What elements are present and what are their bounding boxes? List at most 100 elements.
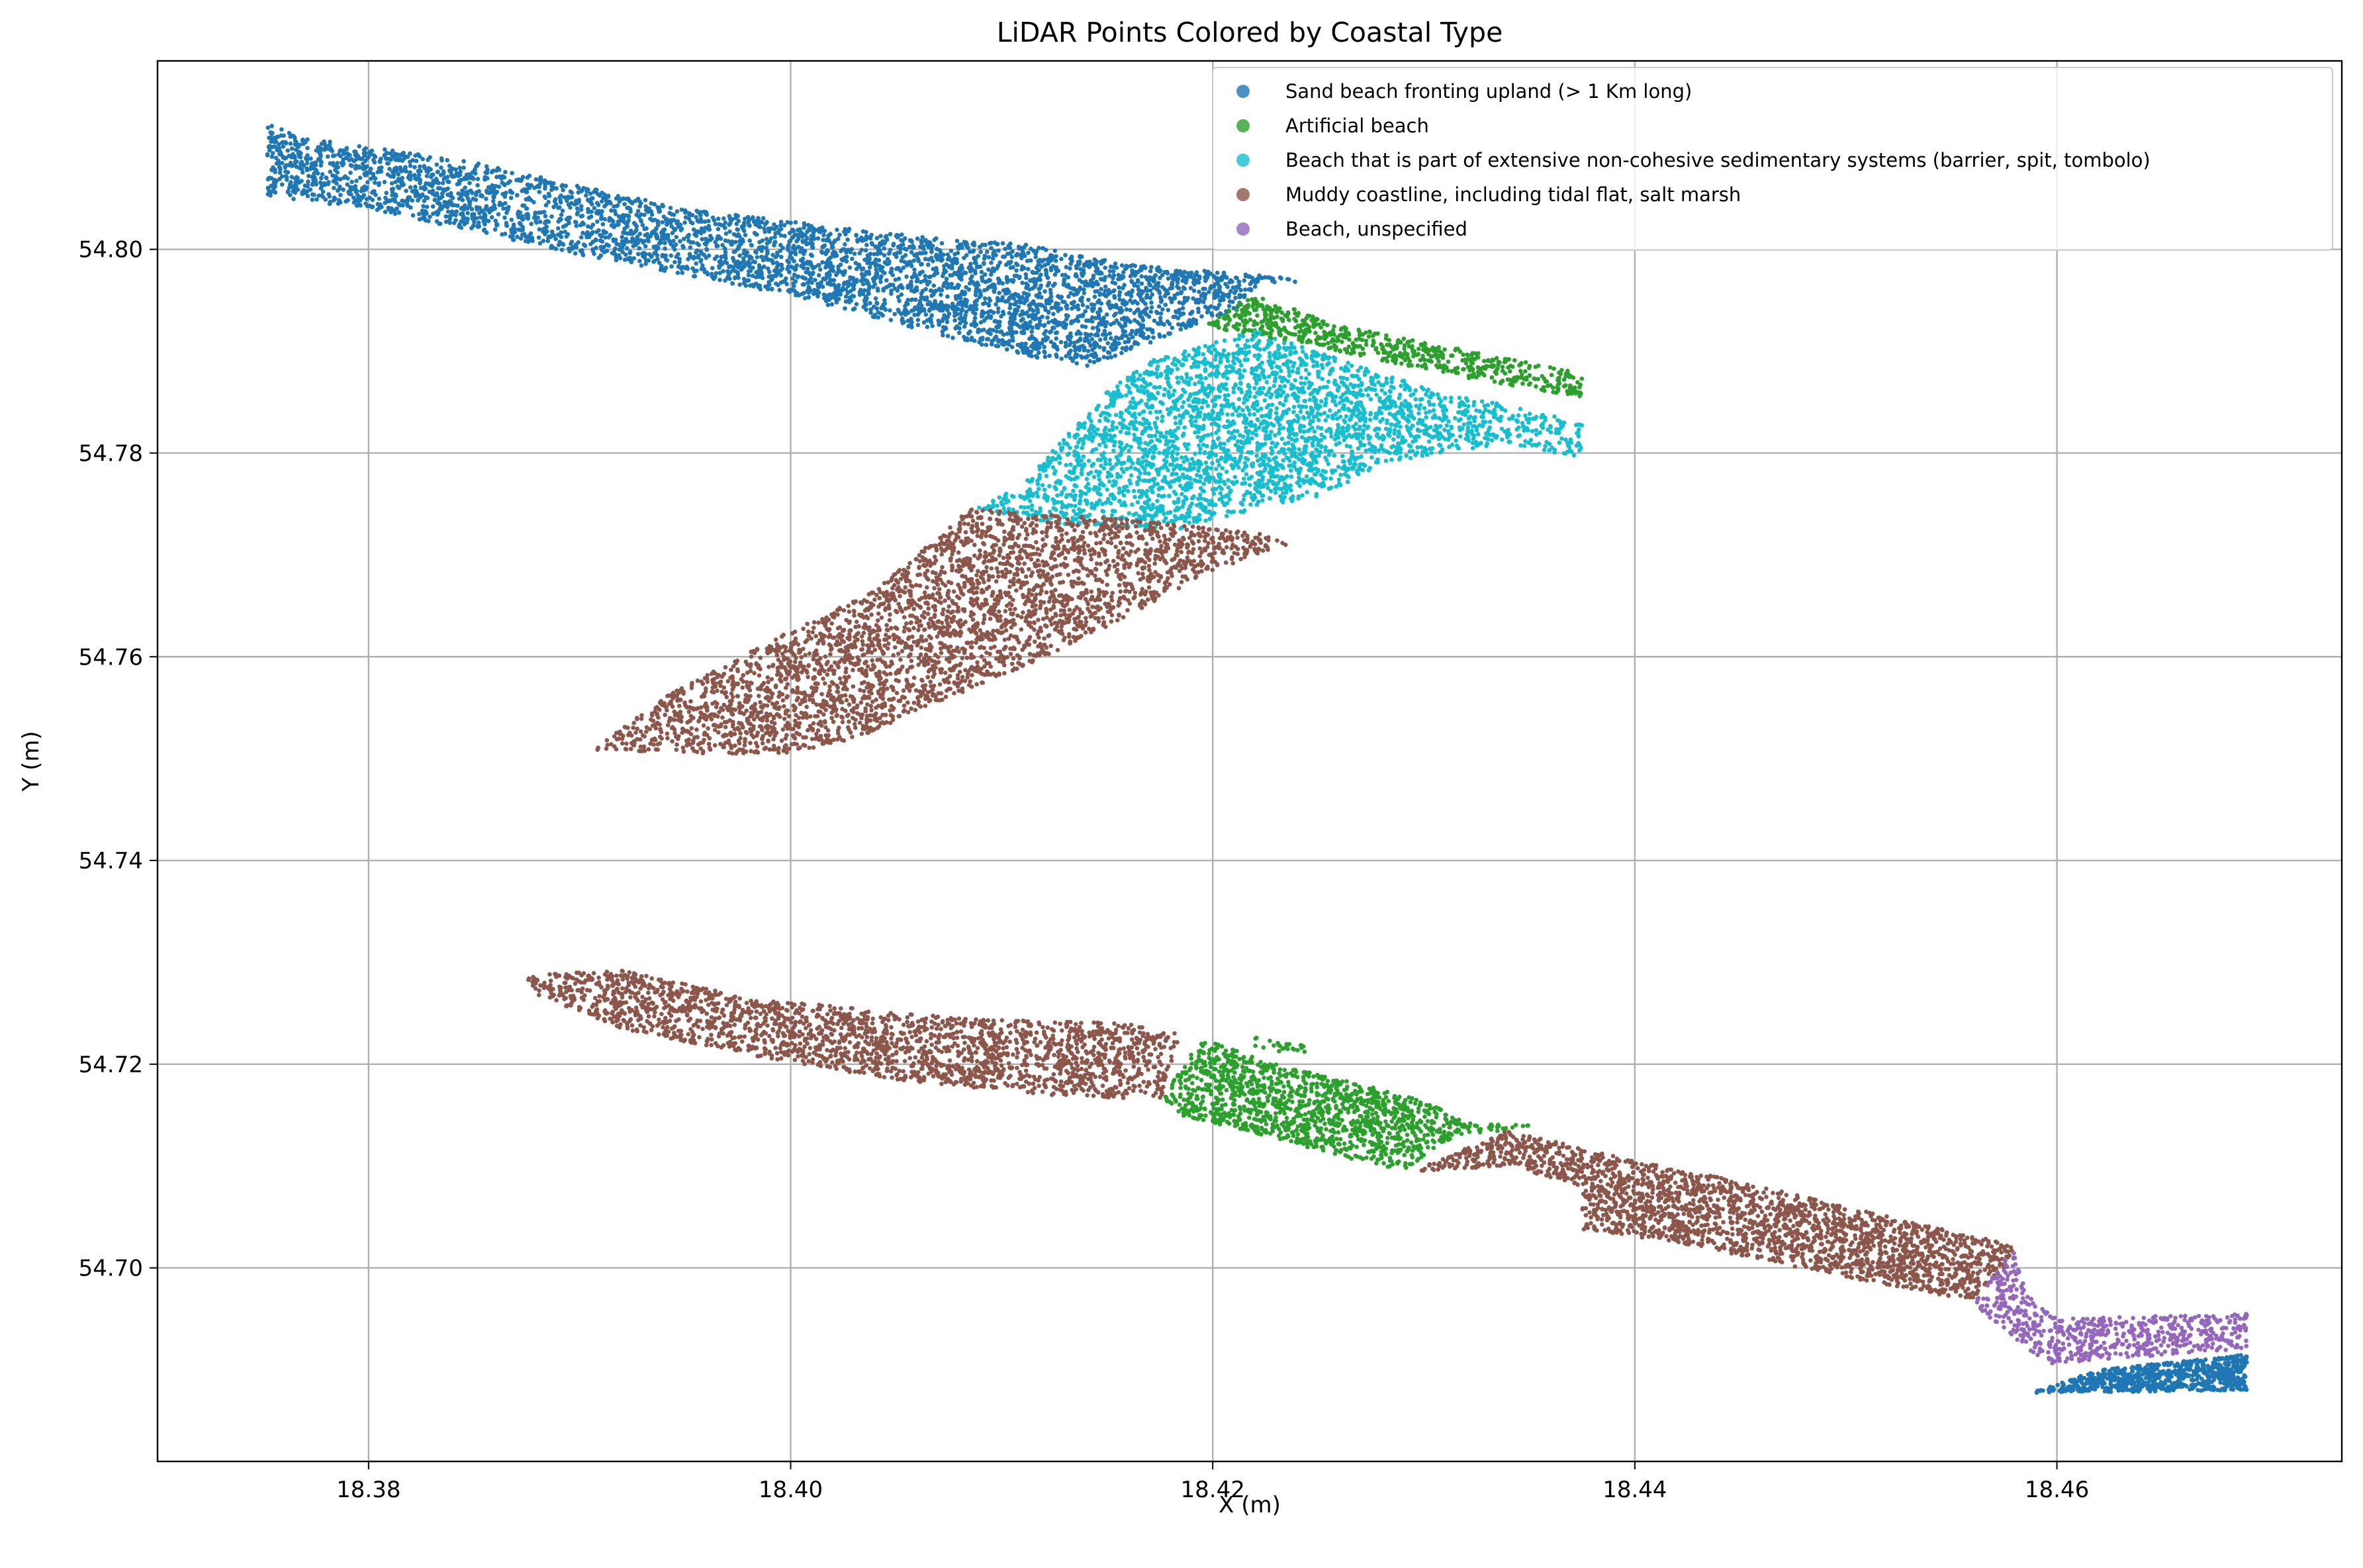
- data-point: [537, 189, 542, 195]
- data-point: [557, 232, 561, 238]
- data-point: [962, 240, 967, 245]
- data-point: [843, 294, 849, 299]
- data-point: [2209, 1379, 2214, 1385]
- data-point: [833, 238, 837, 243]
- data-point: [932, 238, 937, 242]
- data-point: [277, 152, 282, 157]
- data-point: [704, 247, 709, 252]
- data-point: [600, 239, 605, 244]
- data-point: [1129, 345, 1134, 349]
- data-point: [1042, 324, 1046, 328]
- data-point: [895, 250, 900, 255]
- data-point: [1124, 292, 1129, 297]
- data-point: [293, 160, 298, 165]
- data-point: [1008, 302, 1013, 307]
- data-point: [1154, 310, 1159, 314]
- data-point: [973, 311, 978, 316]
- data-point: [596, 228, 601, 233]
- data-point: [595, 191, 600, 197]
- data-point: [1064, 316, 1069, 322]
- data-point: [661, 228, 666, 233]
- data-point: [1110, 347, 1115, 352]
- data-point: [956, 330, 962, 336]
- data-point: [737, 253, 742, 258]
- data-point: [373, 176, 378, 181]
- data-point: [858, 279, 864, 283]
- data-point: [1166, 308, 1171, 312]
- data-point: [960, 303, 965, 308]
- data-point: [824, 271, 829, 277]
- data-point: [2188, 1387, 2192, 1392]
- data-point: [1082, 291, 1087, 296]
- data-point: [550, 230, 555, 235]
- data-point: [668, 205, 673, 210]
- data-point: [1072, 355, 1077, 360]
- data-point: [516, 214, 521, 220]
- data-point: [1215, 291, 1221, 296]
- data-point: [1133, 263, 1138, 269]
- data-point: [788, 220, 793, 226]
- data-point: [962, 316, 967, 321]
- data-point: [677, 259, 682, 265]
- data-point: [994, 344, 999, 348]
- data-point: [923, 273, 928, 279]
- data-point: [1176, 316, 1181, 320]
- data-point: [741, 281, 747, 286]
- data-point: [267, 135, 271, 140]
- data-point: [473, 171, 478, 176]
- data-point: [2203, 1357, 2208, 1362]
- data-point: [817, 263, 821, 268]
- data-point: [474, 216, 479, 221]
- data-point: [925, 324, 930, 330]
- data-point: [960, 291, 965, 296]
- data-point: [672, 259, 677, 265]
- data-point: [669, 264, 674, 269]
- data-point: [641, 250, 647, 255]
- data-point: [2086, 1377, 2091, 1382]
- data-point: [1095, 357, 1100, 363]
- data-point: [2244, 1356, 2248, 1361]
- data-point: [391, 187, 396, 191]
- data-point: [1063, 325, 1068, 330]
- data-point: [778, 280, 784, 285]
- data-point: [326, 179, 331, 185]
- data-point: [990, 256, 996, 261]
- data-point: [1055, 323, 1060, 328]
- data-point: [527, 173, 532, 178]
- data-point: [980, 314, 984, 319]
- data-point: [952, 318, 957, 323]
- data-point: [2211, 1363, 2215, 1367]
- data-point: [1009, 293, 1014, 298]
- data-point: [620, 245, 625, 250]
- data-point: [2076, 1378, 2081, 1383]
- data-point: [314, 182, 319, 187]
- data-point: [1191, 289, 1197, 293]
- data-point: [835, 227, 839, 232]
- data-point: [1052, 248, 1058, 254]
- data-point: [900, 255, 905, 260]
- data-point: [1194, 270, 1199, 275]
- data-point: [613, 246, 618, 251]
- data-point: [1095, 333, 1100, 338]
- data-point: [980, 242, 985, 248]
- data-point: [2159, 1387, 2164, 1391]
- data-point: [952, 285, 957, 291]
- data-point: [2065, 1387, 2070, 1393]
- data-point: [721, 216, 726, 221]
- data-point: [465, 206, 470, 211]
- data-point: [1149, 305, 1154, 310]
- data-point: [871, 260, 876, 265]
- data-point: [1082, 347, 1087, 353]
- data-point: [639, 238, 643, 243]
- data-point: [1021, 350, 1026, 355]
- data-point: [535, 215, 540, 220]
- data-point: [964, 336, 970, 341]
- data-point: [863, 248, 868, 253]
- data-point: [1157, 332, 1162, 337]
- data-point: [2034, 1390, 2039, 1395]
- data-point: [440, 191, 445, 196]
- data-point: [1113, 261, 1118, 266]
- data-point: [2141, 1372, 2146, 1377]
- data-point: [644, 207, 649, 212]
- data-point: [523, 239, 528, 244]
